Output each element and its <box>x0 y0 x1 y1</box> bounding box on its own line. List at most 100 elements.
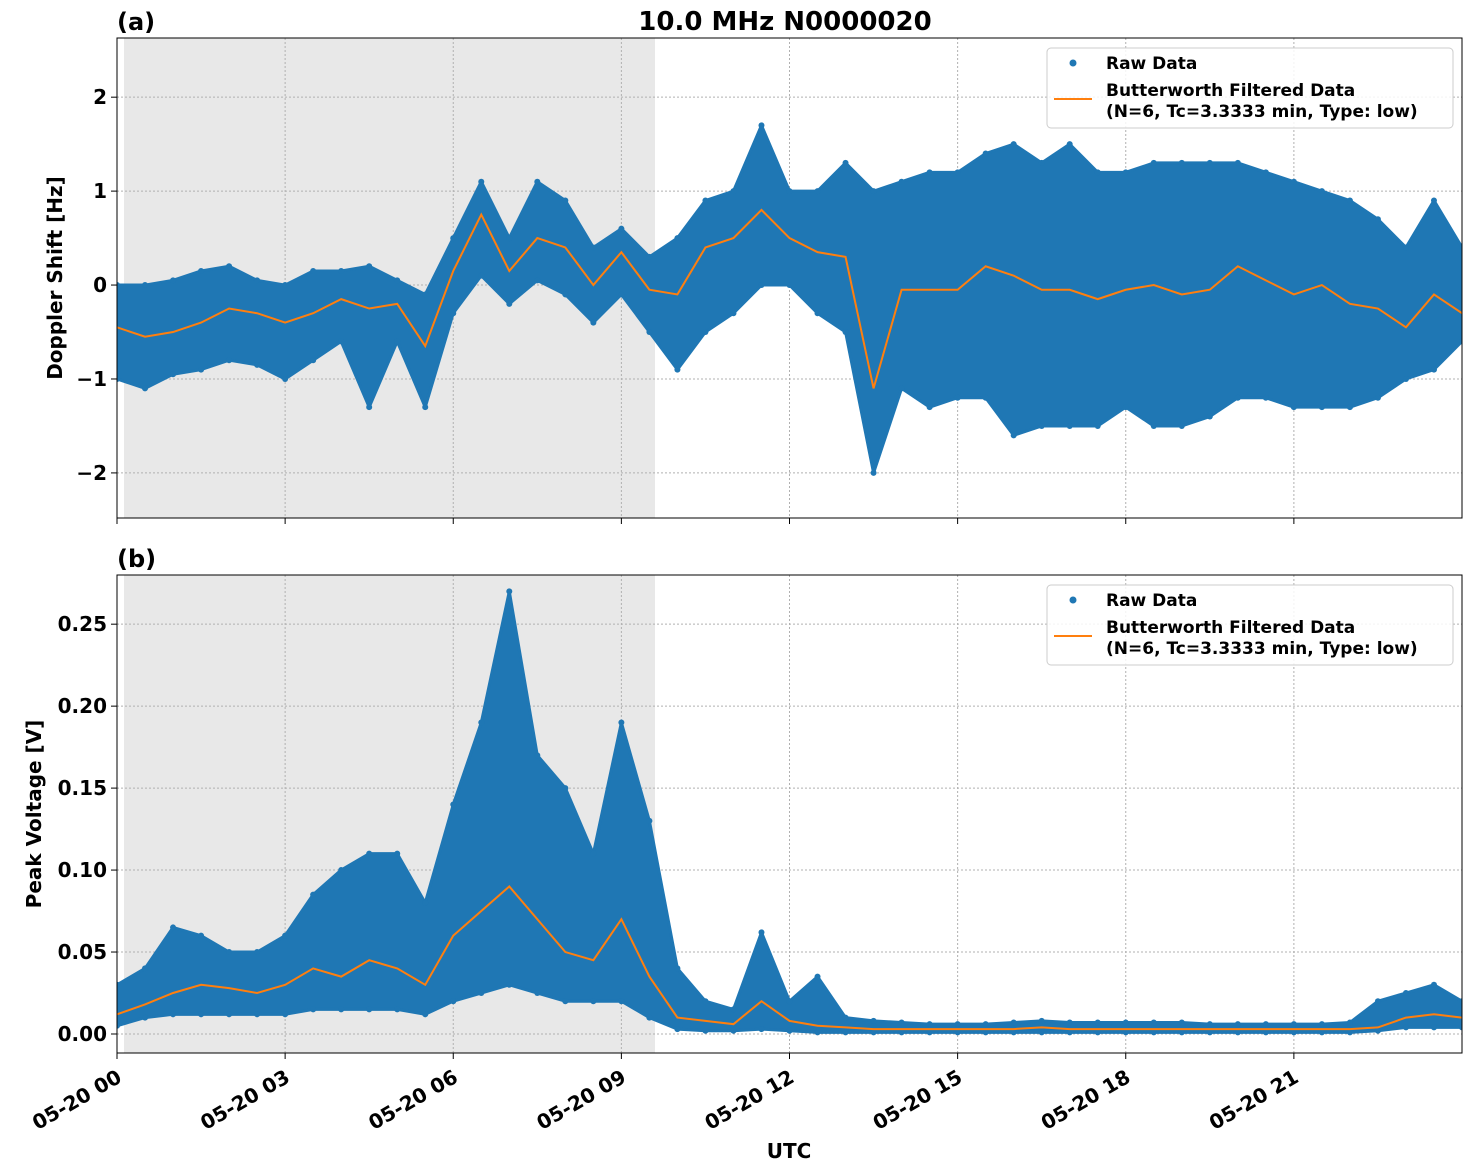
raw-data-point-max <box>282 932 289 939</box>
raw-data-point-max <box>142 965 149 972</box>
y-axis-label: Doppler Shift [Hz] <box>43 176 67 380</box>
raw-data-point-max <box>1318 188 1325 195</box>
legend-raw-label: Raw Data <box>1106 591 1197 611</box>
raw-data-point-max <box>730 1006 737 1013</box>
raw-data-point-min <box>758 1026 765 1033</box>
raw-data-point-min <box>506 300 513 307</box>
raw-data-point-max <box>646 817 653 824</box>
raw-data-point-min <box>1094 422 1101 429</box>
raw-data-point-max <box>1206 1021 1213 1028</box>
raw-data-point-min <box>117 375 120 382</box>
raw-data-point-max <box>394 850 401 857</box>
raw-data-point-max <box>618 225 625 232</box>
raw-data-point-min <box>198 1011 205 1018</box>
raw-data-point-min <box>1262 394 1269 401</box>
raw-data-point-max <box>730 188 737 195</box>
raw-data-point-min <box>1038 422 1045 429</box>
raw-data-point-max <box>898 1019 905 1026</box>
x-tick-label: 05-20 18 <box>1037 1065 1135 1135</box>
raw-data-point-max <box>226 949 233 956</box>
raw-data-point-min <box>1459 338 1462 345</box>
raw-data-point-min <box>842 1029 849 1036</box>
y-tick-label: 0.20 <box>58 694 107 718</box>
raw-data-point-min <box>170 1011 177 1018</box>
raw-data-point-min <box>1150 1029 1157 1036</box>
legend: Raw Data Butterworth Filtered Data(N=6, T… <box>1046 584 1454 666</box>
raw-data-point-max <box>674 235 681 242</box>
y-tick-label: 0 <box>93 273 107 297</box>
legend-raw-marker <box>1069 59 1077 67</box>
raw-data-point-max <box>1459 244 1462 251</box>
raw-data-point-max <box>814 973 821 980</box>
raw-data-point-min <box>898 1029 905 1036</box>
raw-data-point-min <box>786 1027 793 1034</box>
raw-data-point-min <box>1010 432 1017 439</box>
raw-data-point-max <box>506 588 513 595</box>
raw-data-point-min <box>254 1011 261 1018</box>
raw-data-point-max <box>1150 1019 1157 1026</box>
x-tick-label: 05-20 03 <box>196 1065 294 1135</box>
raw-data-point-max <box>954 1021 961 1028</box>
raw-data-point-max <box>646 253 653 260</box>
raw-data-point-max <box>1290 1021 1297 1028</box>
raw-data-point-min <box>1178 422 1185 429</box>
raw-data-point-max <box>1038 1017 1045 1024</box>
raw-data-point-min <box>310 1006 317 1013</box>
legend-raw-label: Raw Data <box>1106 54 1197 74</box>
raw-data-point-max <box>1262 1021 1269 1028</box>
raw-data-point-min <box>562 291 569 298</box>
raw-data-point-min <box>1374 1027 1381 1034</box>
legend-filtered-params: (N=6, Tc=3.3333 min, Type: low) <box>1106 639 1418 659</box>
raw-data-point-max <box>254 949 261 956</box>
raw-data-point-max <box>1346 197 1353 204</box>
raw-data-point-min <box>590 319 597 326</box>
raw-data-point-max <box>142 282 149 289</box>
raw-data-point-min <box>338 338 345 345</box>
panel-b: 05-20 00 05-20 03 05-20 06 05-20 09 05-20 12… <box>22 545 1463 1163</box>
raw-data-point-min <box>842 329 849 336</box>
raw-data-point-min <box>450 310 457 317</box>
raw-data-point-min <box>506 981 513 988</box>
data-layer <box>117 588 1462 1036</box>
x-axis-label: UTC <box>767 1139 812 1163</box>
raw-data-point-max <box>1234 1021 1241 1028</box>
legend-filtered-label: Butterworth Filtered Data <box>1106 618 1355 638</box>
raw-data-point-max <box>1094 169 1101 176</box>
raw-data-point-max <box>338 267 345 274</box>
raw-data-point-max <box>310 267 317 274</box>
raw-data-point-min <box>422 404 429 411</box>
raw-data-point-max <box>1206 159 1213 166</box>
raw-data-point-min <box>117 1022 120 1029</box>
raw-data-point-max <box>1066 141 1073 148</box>
raw-data-point-min <box>142 1014 149 1021</box>
y-tick-label: 2 <box>93 85 107 109</box>
raw-data-point-max <box>170 924 177 931</box>
raw-data-point-min <box>1262 1029 1269 1036</box>
raw-data-point-max <box>506 235 513 242</box>
raw-data-point-max <box>1178 159 1185 166</box>
raw-data-point-max <box>954 169 961 176</box>
raw-data-point-min <box>1094 1029 1101 1036</box>
raw-data-point-max <box>254 277 261 284</box>
raw-data-point-min <box>702 329 709 336</box>
x-tick-label: 05-20 21 <box>1205 1065 1303 1135</box>
raw-data-point-max <box>1430 197 1437 204</box>
raw-data-point-min <box>1346 1029 1353 1036</box>
raw-data-point-min <box>1402 1024 1409 1031</box>
raw-data-point-min <box>898 385 905 392</box>
raw-data-point-max <box>450 235 457 242</box>
figure-title: 10.0 MHz N0000020 <box>638 7 931 37</box>
raw-data-point-max <box>702 998 709 1005</box>
raw-data-envelope <box>117 589 1462 1034</box>
raw-data-point-min <box>674 1026 681 1033</box>
raw-data-point-max <box>1346 1019 1353 1026</box>
raw-data-point-min <box>1346 404 1353 411</box>
raw-data-point-min <box>226 1011 233 1018</box>
raw-data-point-max <box>786 998 793 1005</box>
raw-data-point-min <box>142 385 149 392</box>
raw-data-envelope <box>117 123 1462 475</box>
x-tick-label: 05-20 00 <box>28 1065 126 1135</box>
raw-data-point-min <box>254 361 261 368</box>
raw-data-point-max <box>534 752 541 759</box>
raw-data-point-min <box>366 1006 373 1013</box>
